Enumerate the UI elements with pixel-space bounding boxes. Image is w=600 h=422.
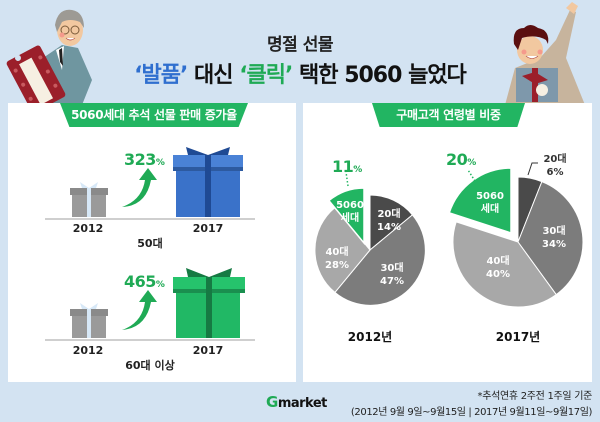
gift-box-2012-50s xyxy=(70,182,108,217)
year-2017-60s: 2017 xyxy=(192,344,224,357)
pie-2017-5060-label: 5060 세대 xyxy=(476,191,504,215)
headline-text: 대신 xyxy=(187,63,240,88)
headline-text-end: 택한 5060 늘었다 xyxy=(292,63,467,88)
gift-box-2017-60s xyxy=(173,268,245,338)
pie-2017-40s-label: 40대 40% xyxy=(486,256,510,280)
pie-2012-20s-label: 20대 14% xyxy=(377,209,401,233)
age-share-banner: 구매고객 연령별 비중 xyxy=(372,103,525,127)
headline-line2: ‘발품’ 대신 ‘클릭’ 택한 5060 늘었다 xyxy=(0,57,600,89)
year-2017-50s: 2017 xyxy=(192,222,224,235)
gift-box-2017-50s xyxy=(173,147,243,217)
growth-rate-banner: 5060세대 추석 선물 판매 증가율 xyxy=(60,103,248,127)
pie-2012-5060-label: 5060 세대 xyxy=(336,200,364,224)
share-5060-2012: 11% xyxy=(332,157,362,176)
growth-arrow-50s-icon xyxy=(122,168,157,207)
share-5060-2017: 20% xyxy=(446,150,476,169)
pie-2017-30s-label: 30대 34% xyxy=(542,226,566,250)
pie-2012-40s-label: 40대 28% xyxy=(325,247,349,271)
group-label-50s: 50대 xyxy=(137,237,163,250)
pie-charts xyxy=(314,162,584,308)
gift-box-2012-60s xyxy=(70,303,108,338)
headline-click-word: ‘클릭’ xyxy=(239,63,293,88)
footnote-periods: (2012년 9월 9일~9월15일 | 2017년 9월11일~9월17일) xyxy=(350,407,593,418)
year-2012-60s: 2012 xyxy=(72,344,104,357)
headline-line1: 명절 선물 xyxy=(267,35,333,55)
baseline-50s xyxy=(45,218,255,220)
baseline-60s xyxy=(45,339,255,341)
growth-arrow-60s-icon xyxy=(122,290,157,330)
increase-60s: 465% xyxy=(124,272,165,291)
headline-walking-word: ‘발품’ xyxy=(134,63,188,88)
pie-2017-20s-label: 20대 6% xyxy=(543,154,567,178)
pie-2017 xyxy=(448,162,584,308)
year-2012-50s: 2012 xyxy=(72,222,104,235)
gmarket-logo: Gmarket xyxy=(266,393,327,411)
pie-2012 xyxy=(314,171,426,306)
growth-rate-panel xyxy=(8,103,296,382)
pie-2012-30s-label: 30대 47% xyxy=(380,263,404,287)
footnote-basis: *추석연휴 2주전 1주일 기준 xyxy=(477,391,593,402)
growth-graphics xyxy=(70,147,245,338)
grandfather-illustration xyxy=(6,9,92,113)
increase-50s: 323% xyxy=(124,150,165,169)
pie-2012-year: 2012년 xyxy=(347,330,393,344)
grandmother-illustration xyxy=(505,2,585,105)
pie-2017-year: 2017년 xyxy=(495,330,541,344)
group-label-60s: 60대 이상 xyxy=(125,359,175,372)
